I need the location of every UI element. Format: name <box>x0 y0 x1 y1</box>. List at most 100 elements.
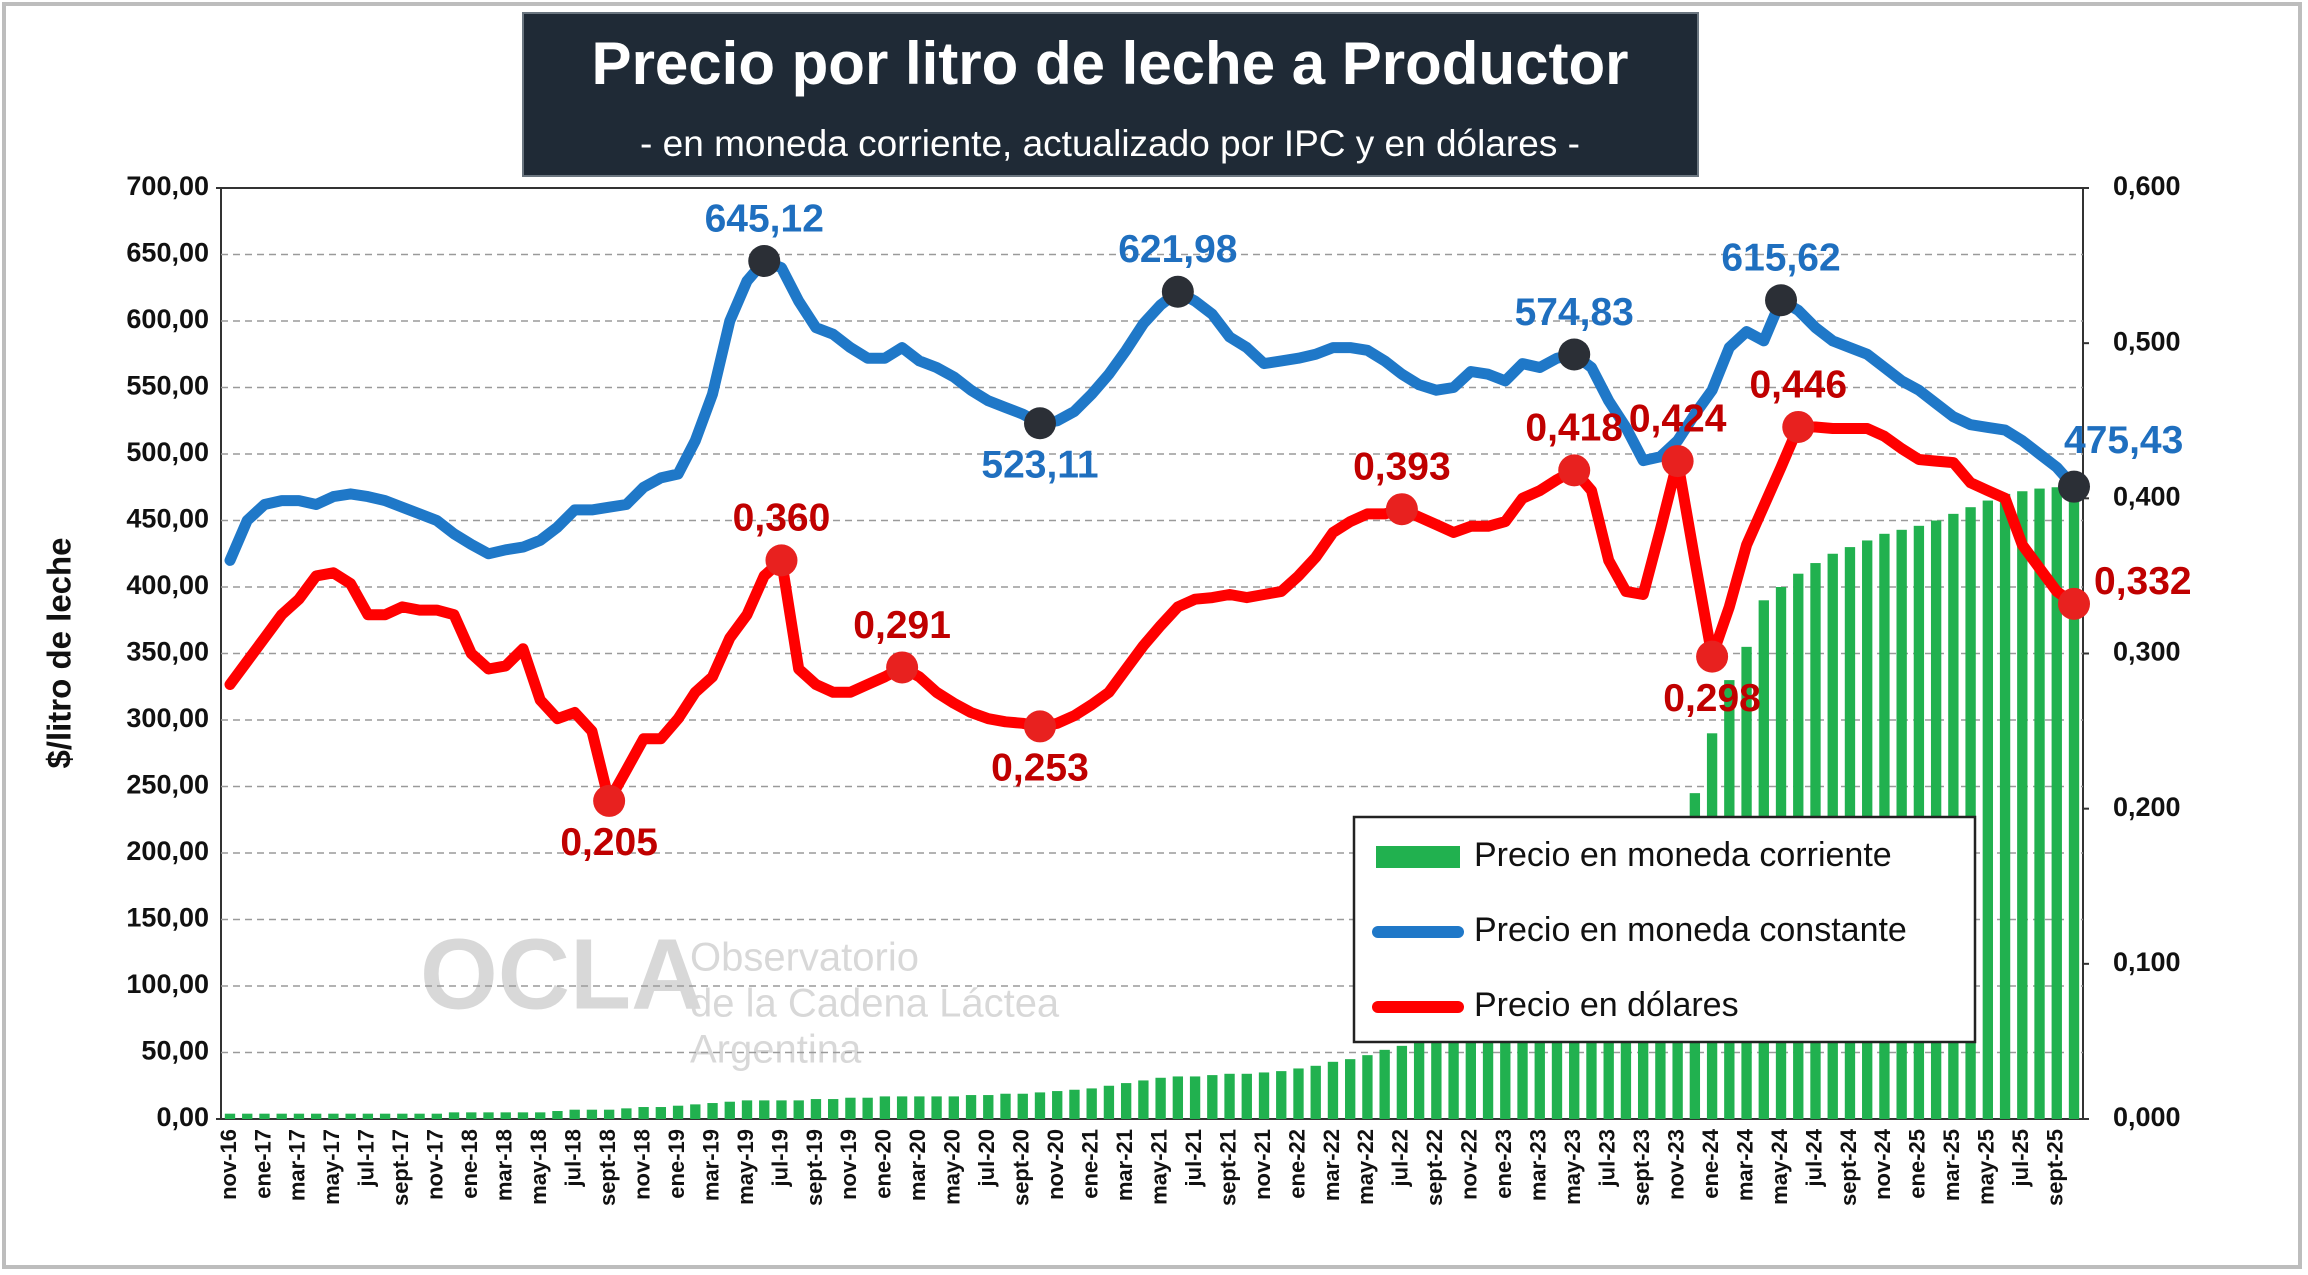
marker <box>1782 410 1815 443</box>
bar <box>414 1113 425 1119</box>
bar <box>1258 1072 1270 1119</box>
marker <box>2058 470 2090 503</box>
x-tick-label: may-25 <box>1974 1129 1999 1205</box>
watermark-text: Argentina <box>690 1028 862 1072</box>
bar <box>448 1112 460 1119</box>
data-label: 0,332 <box>2094 560 2192 603</box>
x-tick-label: mar-23 <box>1526 1129 1551 1201</box>
legend-label: Precio en dólares <box>1474 986 1739 1024</box>
bar <box>931 1096 942 1119</box>
x-tick-label: jul-17 <box>354 1129 379 1187</box>
data-label: 0,205 <box>560 821 658 864</box>
bar <box>655 1107 667 1119</box>
y2-tick-label: 0,200 <box>2113 792 2181 822</box>
y-tick-label: 500,00 <box>126 437 209 467</box>
x-tick-label: jul-22 <box>1388 1129 1413 1187</box>
x-tick-label: sept-19 <box>802 1129 827 1206</box>
y2-tick-label: 0,400 <box>2113 481 2181 511</box>
bar <box>1069 1089 1080 1119</box>
y-tick-label: 300,00 <box>126 703 209 733</box>
x-tick-label: mar-25 <box>1939 1129 1964 1201</box>
bar <box>362 1113 374 1119</box>
bar <box>862 1097 873 1119</box>
x-tick-label: ene-25 <box>1905 1129 1930 1199</box>
bar <box>276 1113 287 1119</box>
bar <box>1189 1076 1201 1119</box>
bar <box>345 1113 356 1119</box>
data-label: 0,424 <box>1629 397 1727 440</box>
x-tick-label: may-17 <box>319 1129 344 1205</box>
x-tick-label: ene-21 <box>1077 1129 1102 1199</box>
data-label: 621,98 <box>1118 228 1237 271</box>
legend-label: Precio en moneda constante <box>1474 911 1907 949</box>
data-label: 0,418 <box>1525 407 1623 450</box>
y2-tick-label: 0,100 <box>2113 947 2181 977</box>
bar <box>810 1099 822 1119</box>
x-tick-label: ene-24 <box>1698 1128 1723 1198</box>
bar <box>759 1100 770 1119</box>
bar <box>1293 1068 1304 1119</box>
bar <box>965 1095 977 1119</box>
y-tick-label: 650,00 <box>126 238 209 268</box>
bar <box>2068 486 2080 1119</box>
marker <box>1558 454 1591 487</box>
data-label: 475,43 <box>2064 419 2183 462</box>
marker <box>1161 275 1194 308</box>
bar <box>1551 999 1563 1119</box>
bar <box>293 1113 305 1119</box>
bar <box>845 1097 856 1119</box>
y2-tick-label: 0,000 <box>2113 1102 2181 1132</box>
bar <box>1396 1045 1408 1119</box>
y-tick-label: 0,00 <box>156 1102 209 1132</box>
x-tick-label: nov-22 <box>1457 1129 1482 1200</box>
x-tick-label: sept-21 <box>1215 1129 1240 1206</box>
watermark-logo: OCLA <box>420 918 703 1030</box>
y2-tick-label: 0,500 <box>2113 326 2181 356</box>
x-tick-label: ene-23 <box>1491 1129 1516 1199</box>
bar <box>638 1107 649 1119</box>
x-tick-label: jul-23 <box>1595 1129 1620 1187</box>
bar <box>466 1112 477 1119</box>
marker <box>1765 284 1798 317</box>
x-tick-label: ene-20 <box>871 1129 896 1199</box>
bar <box>776 1100 787 1119</box>
bar <box>1982 500 1994 1119</box>
data-label: 0,291 <box>853 604 951 647</box>
bar <box>603 1109 615 1119</box>
bar <box>379 1113 391 1119</box>
bar <box>1431 1037 1442 1119</box>
y-tick-label: 100,00 <box>126 969 209 999</box>
marker <box>765 544 798 577</box>
x-tick-label: nov-24 <box>1870 1128 1895 1200</box>
y-tick-label: 600,00 <box>126 304 209 334</box>
x-tick-label: jul-24 <box>1801 1128 1826 1187</box>
marker <box>1385 493 1418 526</box>
bar <box>2034 488 2045 1120</box>
x-tick-label: mar-22 <box>1319 1129 1344 1201</box>
bar <box>552 1111 563 1119</box>
x-tick-label: may-19 <box>733 1129 758 1205</box>
marker <box>886 651 919 684</box>
bar <box>1482 1025 1494 1119</box>
y-tick-label: 350,00 <box>126 637 209 667</box>
x-tick-label: sept-17 <box>388 1129 413 1206</box>
line <box>224 421 2080 807</box>
bar <box>983 1095 994 1119</box>
bar <box>1000 1093 1011 1119</box>
bar <box>896 1096 908 1119</box>
x-tick-label: nov-21 <box>1250 1129 1275 1200</box>
x-tick-label: jul-18 <box>560 1129 585 1187</box>
x-tick-label: may-24 <box>1767 1128 1792 1205</box>
y2-tick-label: 0,600 <box>2113 171 2181 201</box>
marker <box>1023 407 1056 440</box>
x-tick-label: sept-25 <box>2043 1129 2068 1206</box>
x-tick-label: mar-19 <box>698 1129 723 1201</box>
x-tick-label: may-22 <box>1353 1129 1378 1205</box>
y-tick-label: 700,00 <box>126 171 209 201</box>
bar <box>1310 1065 1321 1119</box>
data-label: 0,393 <box>1353 445 1451 488</box>
x-tick-label: ene-19 <box>664 1129 689 1199</box>
y-tick-label: 550,00 <box>126 371 209 401</box>
data-label: 0,253 <box>991 747 1089 790</box>
